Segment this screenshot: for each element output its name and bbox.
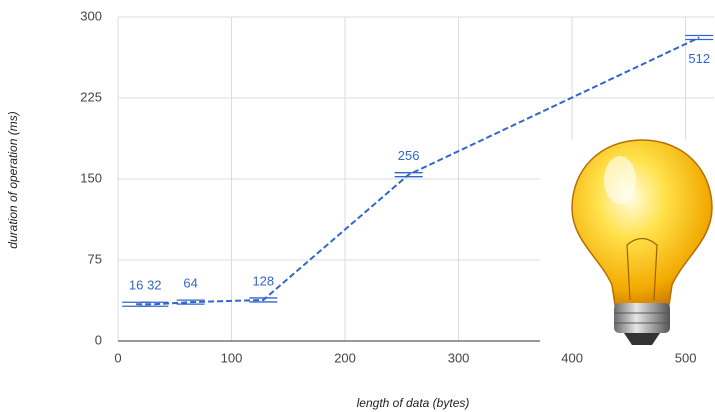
x-tick-label: 300 (448, 350, 470, 365)
y-tick-label: 75 (88, 251, 102, 266)
x-tick-label: 100 (221, 350, 243, 365)
x-axis-title: length of data (bytes) (357, 396, 470, 410)
data-label: 16 (129, 278, 143, 293)
y-tick-label: 225 (80, 89, 102, 104)
data-label: 64 (183, 276, 197, 291)
data-label: 256 (398, 148, 420, 163)
data-label: 128 (252, 273, 274, 288)
y-axis-title: duration of operation (ms) (6, 111, 20, 248)
x-tick-label: 0 (114, 350, 121, 365)
lightbulb-image (540, 139, 715, 352)
y-tick-label: 300 (80, 8, 102, 23)
y-tick-label: 150 (80, 170, 102, 185)
series-line (136, 36, 700, 306)
x-tick-label: 500 (675, 350, 697, 365)
data-label: 32 (147, 278, 161, 293)
x-tick-label: 200 (334, 350, 356, 365)
data-label: 512 (688, 51, 710, 66)
y-tick-label: 0 (95, 332, 102, 347)
x-tick-label: 400 (561, 350, 583, 365)
